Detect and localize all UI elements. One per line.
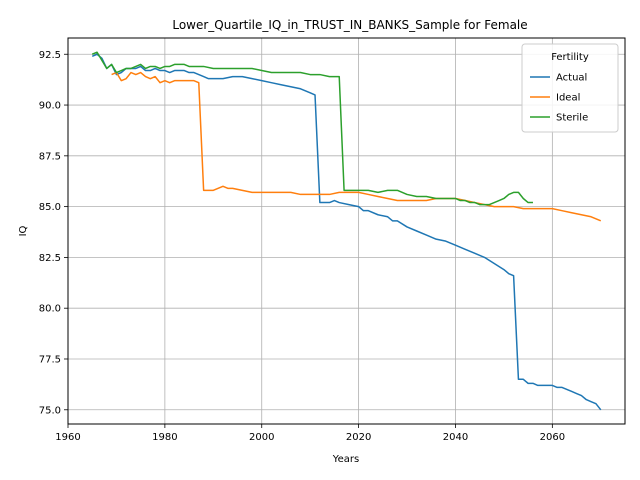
legend: Fertility Actual Ideal Sterile (521, 43, 619, 133)
y-tick-label: 75.0 (39, 405, 61, 416)
y-tick-label: 87.5 (39, 151, 61, 162)
series-line-actual (91, 53, 602, 411)
legend-box (521, 43, 619, 133)
y-tick-label: 80.0 (39, 304, 61, 315)
legend-label-actual: Actual (556, 73, 587, 84)
x-tick-label: 2020 (346, 432, 371, 443)
x-tick-label: 1980 (152, 432, 177, 443)
x-tick-label: 2060 (540, 432, 565, 443)
chart-title: Lower_Quartile_IQ_in_TRUST_IN_BANKS_Samp… (172, 18, 527, 32)
axis-ticks: 1960 1980 2000 2020 2040 2060 75.0 77.5 80.0 82.5… (39, 50, 565, 443)
legend-title: Fertility (551, 52, 589, 63)
series-line-ideal (111, 71, 602, 222)
grid (67, 38, 625, 424)
x-tick-label: 1960 (55, 432, 80, 443)
x-tick-label: 2000 (249, 432, 274, 443)
legend-label-ideal: Ideal (556, 93, 580, 104)
x-tick-label: 2040 (443, 432, 468, 443)
y-axis-label: IQ (18, 225, 29, 236)
legend-label-sterile: Sterile (556, 113, 588, 124)
y-tick-label: 82.5 (39, 253, 61, 264)
y-tick-label: 92.5 (39, 50, 61, 61)
x-axis-label: Years (332, 454, 359, 465)
y-tick-label: 90.0 (39, 101, 61, 112)
legend-entries: Actual Ideal Sterile (530, 73, 588, 124)
plot-series (91, 51, 602, 411)
y-tick-label: 85.0 (39, 202, 61, 213)
y-tick-label: 77.5 (39, 354, 61, 365)
plot-frame (67, 37, 626, 425)
series-line-sterile (91, 51, 533, 206)
